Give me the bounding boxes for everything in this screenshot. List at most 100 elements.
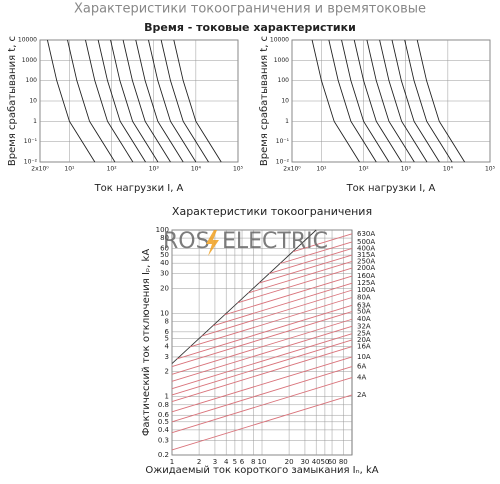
y-tick-label: 6 <box>165 328 170 336</box>
x-axis-label: Ожидаемый ток короткого замыкания Iₙ, kA <box>145 465 378 476</box>
series-line <box>135 39 184 163</box>
y-tick-label: 2 <box>165 368 169 376</box>
series-label: 40A <box>357 315 371 323</box>
x-axis-label: Ток нагрузки I, A <box>346 183 436 194</box>
series-line <box>353 39 403 163</box>
y-tick-label: 0.6 <box>158 411 170 419</box>
y-tick-label: 8 <box>165 317 169 325</box>
x-tick-label: 10³ <box>401 166 412 173</box>
y-tick-label: 1 <box>33 118 37 125</box>
chart: 10⁻² 10⁻¹ 1 10 100 1000 10000 2x10⁰ 10¹ 10² 10³ 10⁴… <box>259 36 496 194</box>
y-tick-label: 1000 <box>22 57 37 64</box>
series-label: 25A <box>357 330 371 338</box>
series-line <box>171 394 353 451</box>
series-line <box>248 260 353 294</box>
y-tick-label: 10⁻¹ <box>24 138 38 145</box>
x-tick-label: 4 <box>224 458 229 466</box>
chart: 10⁻² 10⁻¹ 1 10 100 1000 10000 2x10⁰ 10¹ 10² 10³ 10⁴… <box>7 36 244 194</box>
series-label: 500A <box>357 238 375 246</box>
series-line <box>160 39 209 163</box>
series-line <box>189 297 353 348</box>
series-line <box>122 39 171 163</box>
page-header: Характеристики токоограничения и времято… <box>74 2 426 17</box>
series-label: 20A <box>357 336 371 344</box>
y-axis-label: Время срабатывания t, с <box>259 36 270 166</box>
x-tick-label: 20 <box>285 458 294 466</box>
y-tick-label: 3 <box>165 353 169 361</box>
x-axis-label: Ток нагрузки I, A <box>94 183 184 194</box>
y-tick-label: 10000 <box>270 37 289 44</box>
y-tick-label: 40 <box>160 259 169 267</box>
series-label: 50A <box>357 308 371 316</box>
series-label: 200A <box>357 264 375 272</box>
series-line <box>67 39 116 163</box>
y-tick-label: 0.8 <box>158 401 169 409</box>
series-label: 125A <box>357 279 375 287</box>
series-line <box>212 282 353 327</box>
series-label: 32A <box>357 322 371 330</box>
x-tick-label: 2 <box>197 458 201 466</box>
x-tick-label: 10¹ <box>64 166 75 173</box>
x-tick-label: 3 <box>213 458 217 466</box>
series-label: 80A <box>357 293 371 301</box>
series-line <box>171 356 353 413</box>
series-line <box>224 275 353 316</box>
series-line <box>416 39 466 163</box>
watermark: ROS ELECTRIC <box>163 229 328 256</box>
chart: 0.20.30.40.50.60.81234568102030405060801… <box>141 205 379 476</box>
y-tick-label: 0.2 <box>158 451 169 459</box>
chart-title: Характеристики токоограничения <box>172 205 372 218</box>
series-line <box>171 346 353 402</box>
series-line <box>171 325 353 382</box>
x-tick-label: 2x10⁰ <box>283 166 301 173</box>
watermark-bolt <box>206 230 219 256</box>
x-tick-label: 10² <box>359 166 370 173</box>
y-tick-label: 0.4 <box>158 426 170 434</box>
series-line <box>258 254 353 284</box>
series-line <box>46 39 96 163</box>
series-line <box>97 39 146 163</box>
y-tick-label: 1 <box>285 118 289 125</box>
series-line <box>328 39 377 163</box>
series-line <box>292 233 353 253</box>
y-axis-label: Время срабатывания t, с <box>7 36 18 166</box>
series-line <box>173 39 222 163</box>
series-line <box>171 333 353 390</box>
y-tick-label: 1 <box>165 393 169 401</box>
series-label: 10A <box>357 353 371 361</box>
x-tick-label: 8 <box>251 458 255 466</box>
x-tick-label: 10³ <box>149 166 160 173</box>
series-line <box>404 39 453 163</box>
series-line <box>379 39 428 163</box>
y-tick-label: 100 <box>156 226 169 234</box>
series-line <box>237 267 353 304</box>
series-line <box>366 39 415 163</box>
y-axis-label: Фактический ток отключения Iₚ, kA <box>141 249 152 437</box>
series-line <box>279 241 353 265</box>
y-tick-label: 10 <box>281 98 289 105</box>
x-tick-label: 80 <box>339 458 348 466</box>
series-label: 630A <box>357 230 375 238</box>
y-tick-label: 0.5 <box>158 418 169 426</box>
x-tick-label: 60 <box>328 458 337 466</box>
y-tick-label: 80 <box>160 234 169 242</box>
series-label: 16A <box>357 343 371 351</box>
x-tick-label: 40 <box>312 458 321 466</box>
series-label: 6A <box>357 363 366 371</box>
y-tick-label: 10 <box>29 98 37 105</box>
series-label: 2A <box>357 391 366 399</box>
x-tick-label: 50 <box>320 458 329 466</box>
y-tick-label: 10 <box>160 309 169 317</box>
y-tick-label: 30 <box>160 270 169 278</box>
series-line <box>268 248 353 275</box>
y-tick-label: 20 <box>160 284 169 292</box>
watermark-left: ROS <box>163 229 210 254</box>
x-tick-label: 10 <box>258 458 267 466</box>
x-tick-label: 10⁴ <box>443 166 454 173</box>
y-tick-label: 0.3 <box>158 436 169 444</box>
x-tick-label: 5 <box>233 458 237 466</box>
series-line <box>311 39 360 163</box>
y-tick-label: 10⁻² <box>276 159 290 166</box>
series-line <box>85 39 134 163</box>
